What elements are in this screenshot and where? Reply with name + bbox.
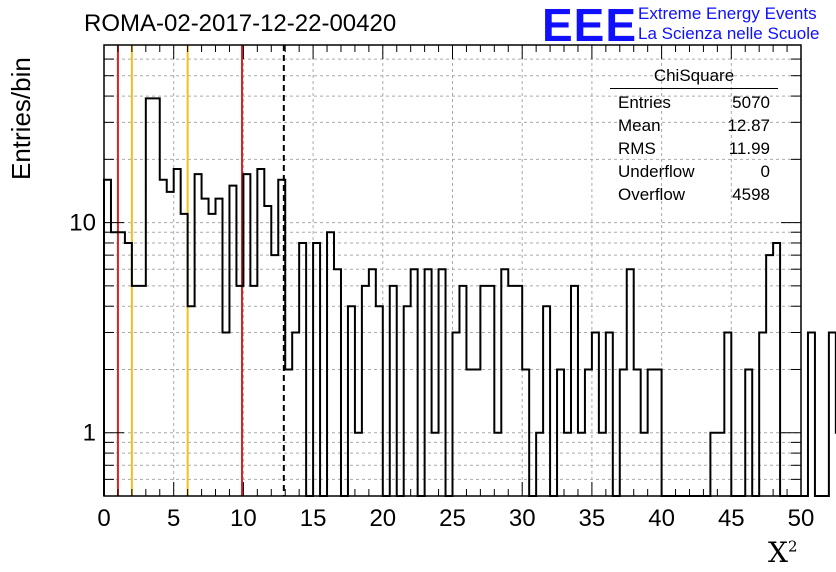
stats-title: ChiSquare <box>610 66 778 89</box>
stats-label: Entries <box>618 93 671 112</box>
x-tick-label: 15 <box>300 505 327 532</box>
stats-value: 5070 <box>732 93 770 112</box>
x-axis-label-sup: 2 <box>787 537 798 556</box>
x-tick-label: 30 <box>509 505 536 532</box>
stats-box: ChiSquare Entries 5070 Mean 12.87 RMS 11.99… <box>610 66 778 206</box>
x-axis-label-base: X <box>768 536 788 569</box>
x-tick-label: 35 <box>579 505 606 532</box>
stats-row-overflow: Overflow 4598 <box>610 183 778 206</box>
x-tick-label: 0 <box>97 505 110 532</box>
x-tick-label: 5 <box>167 505 180 532</box>
histogram-series <box>103 97 836 497</box>
stats-value: 11.99 <box>728 139 770 158</box>
stats-label: Mean <box>618 116 661 135</box>
logo-line-1: Extreme Energy Events <box>638 4 817 23</box>
x-tick-label: 25 <box>439 505 466 532</box>
stats-label: RMS <box>618 139 656 158</box>
stats-value: 12.87 <box>727 116 770 135</box>
x-tick-label: 45 <box>718 505 745 532</box>
x-tick-label: 10 <box>230 505 257 532</box>
stats-row-underflow: Underflow 0 <box>610 160 778 183</box>
stats-label: Overflow <box>618 185 686 204</box>
x-tick-label: 50 <box>788 505 815 532</box>
stats-label: Underflow <box>618 162 695 181</box>
stats-row-mean: Mean 12.87 <box>610 114 778 137</box>
chart-title: ROMA-02-2017-12-22-00420 <box>84 10 397 37</box>
x-tick-label: 20 <box>369 505 396 532</box>
eee-logo-mark: EEE <box>542 0 638 51</box>
stats-row-entries: Entries 5070 <box>610 91 778 114</box>
stats-value: 4598 <box>732 185 770 204</box>
stats-row-rms: RMS 11.99 <box>610 137 778 160</box>
y-axis-label: Entries/bin <box>6 57 36 180</box>
stats-value: 0 <box>760 162 770 181</box>
x-tick-label: 40 <box>648 505 675 532</box>
y-tick-label: 10 <box>69 210 96 237</box>
x-axis-label: X2 <box>768 536 797 569</box>
y-tick-label: 1 <box>83 420 96 447</box>
logo-line-2: La Scienza nelle Scuole <box>638 24 820 43</box>
